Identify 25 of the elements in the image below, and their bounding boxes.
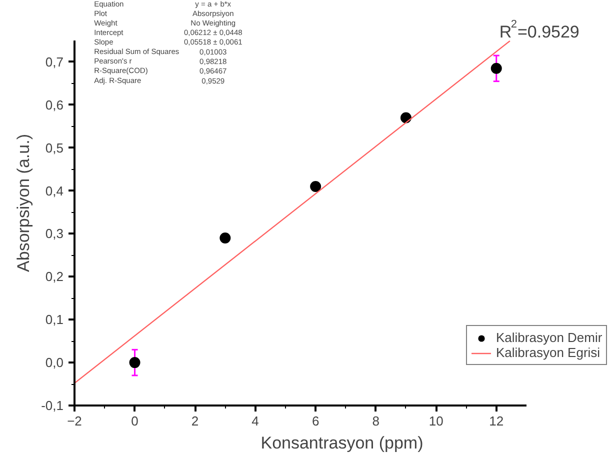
y-tick-label: 0,7 (45, 54, 64, 70)
y-tick-label: 0,3 (45, 226, 64, 242)
x-tick-label: 10 (428, 414, 444, 428)
x-tick-label: 6 (312, 414, 320, 428)
y-tick-label: 0,6 (45, 97, 64, 112)
x-tick-label: 0 (131, 414, 138, 428)
x-tick-label: 4 (252, 414, 259, 428)
y-tick-label: 0,0 (45, 355, 64, 370)
x-tick-label: 2 (191, 414, 199, 428)
legend-label: Kalibrasyon Demir (496, 330, 602, 345)
point (490, 62, 502, 74)
y-tick-label: -0,1 (41, 398, 64, 413)
x-axis-title: Konsantrasyon (ppm) (260, 434, 424, 452)
y-tick-label: 0,4 (45, 183, 64, 198)
x-tick-label: −2 (67, 414, 82, 428)
point (220, 232, 231, 244)
legend-label: Kalibrasyon Egrisi (496, 345, 600, 360)
y-tick-label: 0,2 (45, 269, 64, 284)
x-tick-label: 8 (372, 414, 380, 428)
y-axis-title: Absorpsiyon (a.u.) (14, 134, 34, 272)
y-tick-label: 0,1 (45, 312, 64, 328)
point (129, 357, 140, 368)
y-tick-label: 0,5 (45, 140, 64, 156)
point (310, 181, 322, 192)
x-tick-label: 12 (489, 414, 504, 428)
